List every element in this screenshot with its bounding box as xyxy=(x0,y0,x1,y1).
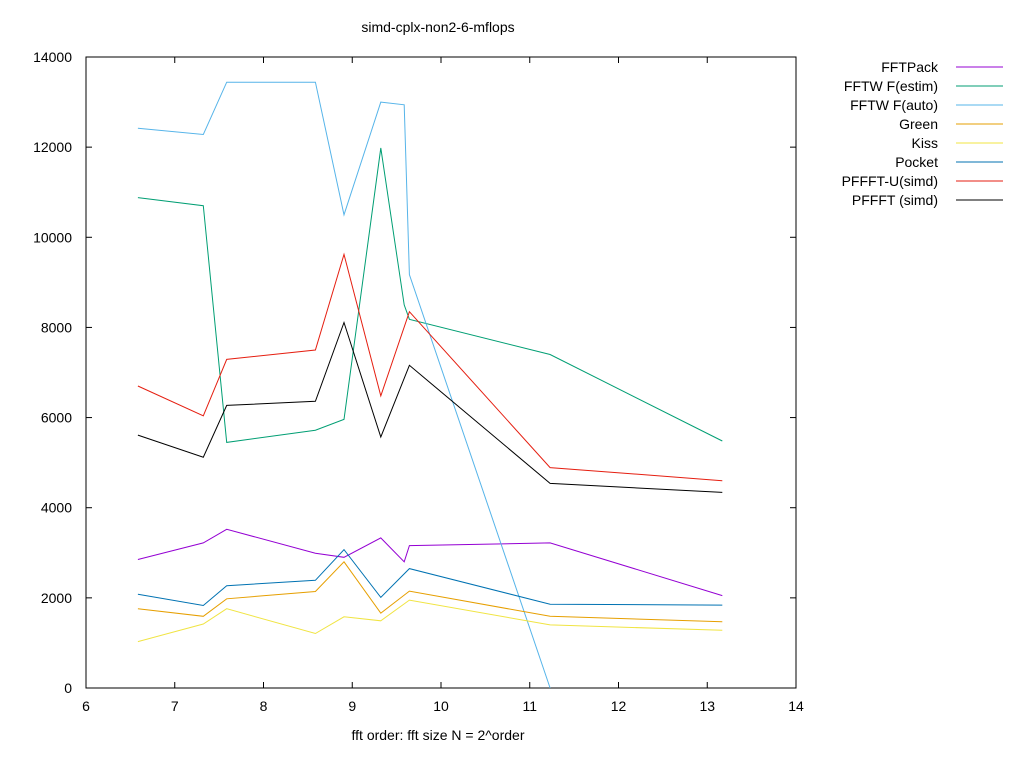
series-lines xyxy=(137,81,723,689)
series-line-3 xyxy=(137,561,723,623)
series-line-4 xyxy=(137,599,723,643)
y-tick-label: 12000 xyxy=(33,139,72,155)
plot-frame xyxy=(85,56,797,689)
x-tick-label: 9 xyxy=(348,698,356,714)
y-tick-label: 0 xyxy=(64,680,72,696)
legend-label: FFTPack xyxy=(881,59,939,75)
x-tick-label: 10 xyxy=(433,698,449,714)
y-tick-label: 2000 xyxy=(41,590,72,606)
y-tick-label: 8000 xyxy=(41,319,72,335)
x-tick-label: 7 xyxy=(171,698,179,714)
y-tick-label: 10000 xyxy=(33,229,72,245)
y-tick-label: 4000 xyxy=(41,500,72,516)
x-axis-ticks: 6 7 8 9 10 11 12 13 14 xyxy=(82,57,804,714)
series-line-7 xyxy=(137,320,723,493)
legend-label: Pocket xyxy=(895,154,938,170)
x-tick-label: 8 xyxy=(260,698,268,714)
y-axis-ticks: 0 2000 4000 6000 8000 10000 12000 14000 xyxy=(33,49,796,696)
series-line-0 xyxy=(137,528,723,597)
series-line-5 xyxy=(137,548,723,607)
legend-label: PFFFT-U(simd) xyxy=(842,173,938,189)
x-tick-label: 12 xyxy=(611,698,627,714)
x-tick-label: 6 xyxy=(82,698,90,714)
chart-title: simd-cplx-non2-6-mflops xyxy=(361,19,514,35)
legend-label: Kiss xyxy=(912,135,938,151)
legend: FFTPack FFTW F(estim) FFTW F(auto) Green Kis… xyxy=(842,59,1003,208)
legend-label: PFFFT (simd) xyxy=(852,192,938,208)
legend-label: FFTW F(auto) xyxy=(850,97,938,113)
x-tick-label: 13 xyxy=(699,698,715,714)
series-line-1 xyxy=(137,147,723,443)
legend-label: FFTW F(estim) xyxy=(844,78,938,94)
x-tick-label: 14 xyxy=(788,698,804,714)
legend-label: Green xyxy=(899,116,938,132)
x-tick-label: 11 xyxy=(522,698,537,714)
x-axis-label: fft order: fft size N = 2^order xyxy=(352,727,525,743)
y-tick-label: 6000 xyxy=(41,410,72,426)
series-line-2 xyxy=(137,81,551,689)
y-tick-label: 14000 xyxy=(33,49,72,65)
series-line-6 xyxy=(137,252,723,482)
plot-border xyxy=(85,56,797,689)
